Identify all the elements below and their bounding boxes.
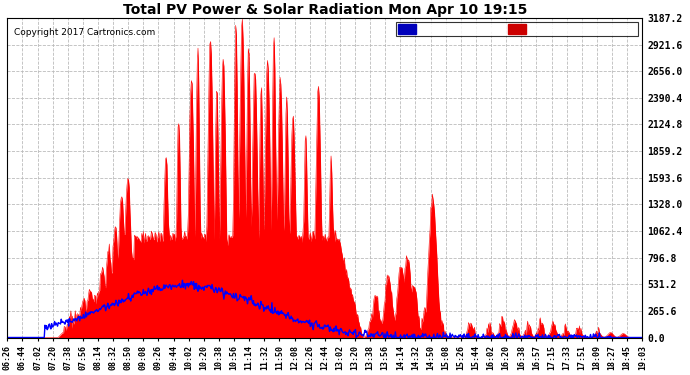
- Title: Total PV Power & Solar Radiation Mon Apr 10 19:15: Total PV Power & Solar Radiation Mon Apr…: [123, 3, 527, 17]
- Text: Copyright 2017 Cartronics.com: Copyright 2017 Cartronics.com: [14, 27, 155, 36]
- Legend: Radiation (w/m2), PV Panels (DC Watts): Radiation (w/m2), PV Panels (DC Watts): [396, 22, 638, 36]
